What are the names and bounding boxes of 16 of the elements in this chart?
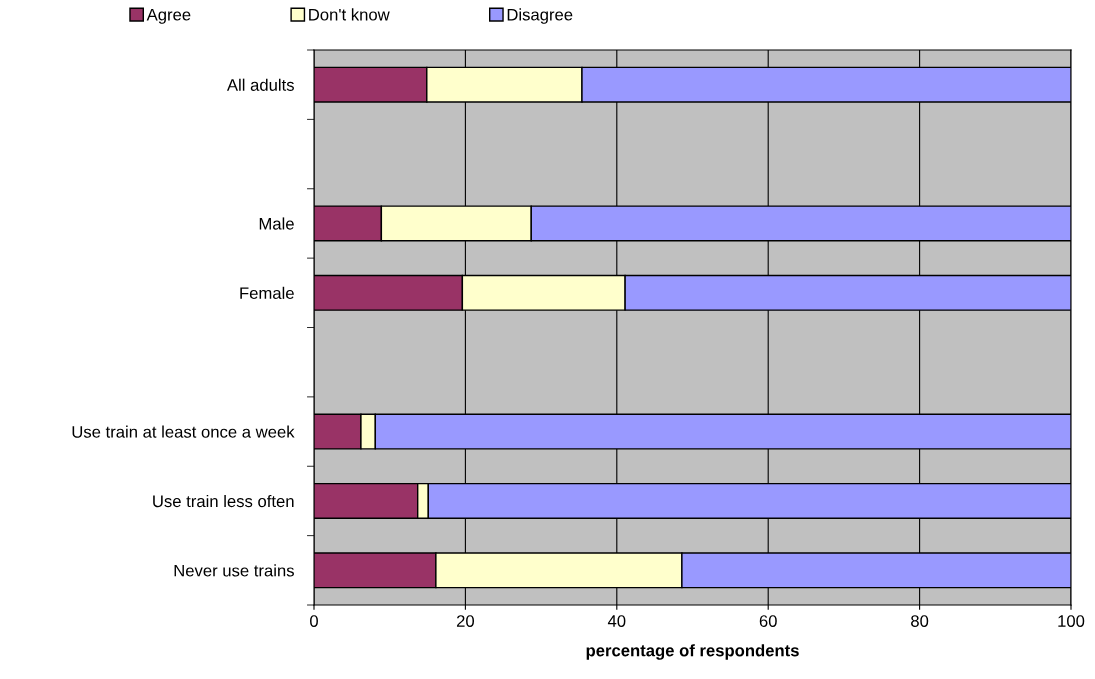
x-tick-label: 40 [607,615,626,627]
y-tick-label: Use train less often [153,494,294,508]
x-axis-title: percentage of respondents [586,644,799,660]
y-tick-label: Never use trains [174,564,294,577]
x-tick-label: 20 [456,615,475,627]
x-tick-label: 60 [759,615,777,627]
y-tick-label: Male [259,217,294,230]
legend-label: Disagree [507,8,573,24]
x-tick-label: 100 [1058,615,1085,627]
x-tick-label: 0 [310,615,318,627]
y-tick-label: All adults [226,78,294,91]
legend-label: Agree [146,8,191,24]
y-tick-label: Female [240,286,294,300]
legend-label: Don't know [309,8,390,21]
x-tick-label: 80 [911,615,929,627]
y-tick-label: Use train at least once a week [72,425,295,438]
